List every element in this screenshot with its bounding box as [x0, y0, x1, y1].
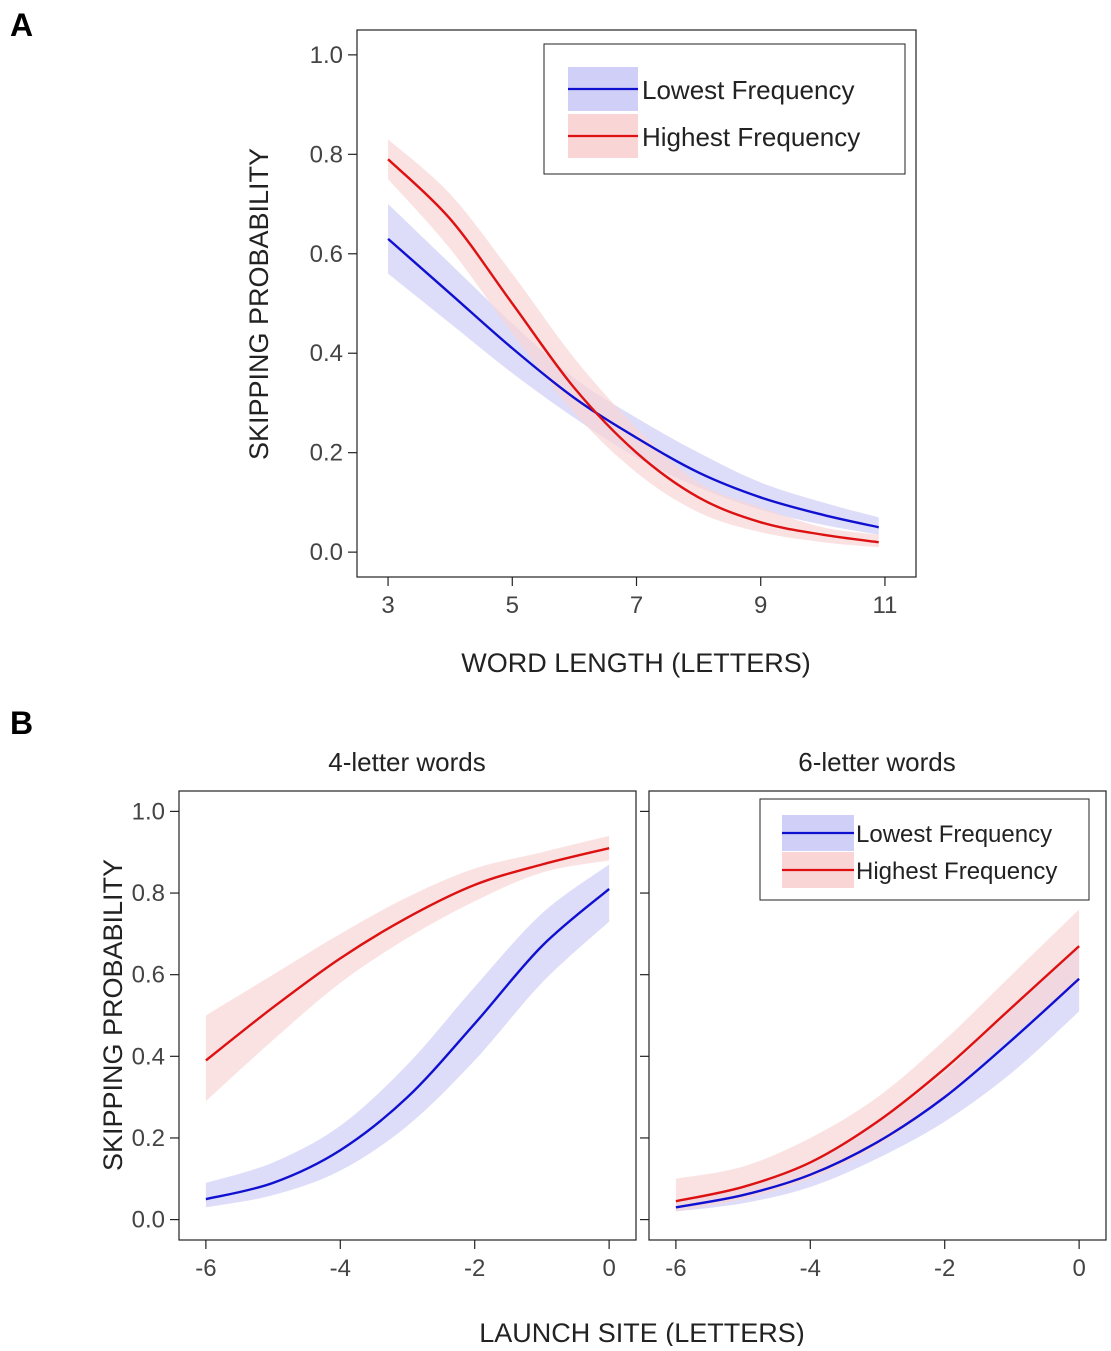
panel-b-right-title: 6-letter words [798, 747, 956, 777]
panel-b-right-plot-frame [648, 790, 1107, 1241]
x-tick-label: -6 [195, 1255, 216, 1282]
panel-b-left-y-ticks: 0.0 0.2 0.4 0.6 0.8 1.0 [132, 798, 179, 1234]
x-tick-label: -2 [934, 1255, 955, 1282]
series-line-high [205, 846, 610, 1062]
y-tick-label: 0.8 [132, 880, 165, 907]
x-tick-label: 5 [506, 592, 519, 619]
x-tick-label: 7 [630, 592, 643, 619]
x-tick-label: 3 [381, 592, 394, 619]
y-tick-label: 0.6 [310, 241, 343, 268]
y-tick-label: 0.2 [310, 440, 343, 467]
legend-label-highest-frequency: Highest Frequency [856, 858, 1057, 885]
x-tick-label: -4 [800, 1255, 821, 1282]
panel-b-left: 4-letter words -6 -4 -2 0 0.0 0.2 0.4 0.6 0.8 1.… [98, 747, 637, 1282]
panel-b-right-x-ticks: -6 -4 -2 0 [665, 1240, 1086, 1282]
panel-b-right-legend: Lowest Frequency Highest Frequency [759, 798, 1090, 901]
series-line-low [387, 237, 879, 529]
y-tick-label: 1.0 [310, 42, 343, 69]
y-tick-label: 1.0 [132, 798, 165, 825]
y-tick-label: 0.0 [310, 539, 343, 566]
panel-a-legend: Lowest Frequency Highest Frequency [543, 43, 906, 175]
panel-b-left-lines [205, 846, 610, 1201]
panel-a-bands [388, 139, 879, 548]
panel-b-right-bands [675, 909, 1080, 1212]
panel-b-left-title: 4-letter words [328, 747, 486, 777]
panel-b-x-axis-label: LAUNCH SITE (LETTERS) [479, 1318, 805, 1346]
series-line-high [675, 945, 1080, 1203]
confidence-band-low [675, 946, 1080, 1212]
panel-b-right: 6-letter words -6 -4 -2 0 Lowest Frequency … [640, 747, 1107, 1282]
legend-label-lowest-frequency: Lowest Frequency [856, 821, 1052, 848]
panel-b-right-lines [675, 945, 1080, 1209]
x-tick-label: 9 [754, 592, 767, 619]
panel-a-y-ticks: 0.0 0.2 0.4 0.6 0.8 1.0 [310, 42, 357, 566]
x-tick-label: 11 [872, 592, 897, 619]
panel-b-left-bands [205, 835, 610, 1208]
y-tick-label: 0.4 [310, 340, 343, 367]
y-tick-label: 0.2 [132, 1125, 165, 1152]
y-tick-label: 0.8 [310, 141, 343, 168]
confidence-band-high [205, 835, 610, 1102]
panel-a: 3 5 7 9 11 0.0 0.2 0.4 0.6 0.8 1.0 WORD LENGTH (L… [244, 29, 917, 678]
series-line-low [675, 977, 1080, 1209]
panel-a-x-axis-label: WORD LENGTH (LETTERS) [461, 648, 811, 678]
x-tick-label: -6 [665, 1255, 686, 1282]
confidence-band-high [388, 139, 879, 548]
x-tick-label: 0 [1072, 1255, 1085, 1282]
y-tick-label: 0.4 [132, 1043, 165, 1070]
x-tick-label: 0 [602, 1255, 615, 1282]
panel-a-lines [387, 158, 879, 544]
legend-label-lowest-frequency: Lowest Frequency [642, 75, 854, 105]
panel-label-a: A [10, 7, 33, 43]
panel-a-x-ticks: 3 5 7 9 11 [381, 577, 897, 619]
x-tick-label: -2 [464, 1255, 485, 1282]
panel-a-y-axis-label: SKIPPING PROBABILITY [244, 148, 274, 460]
panel-label-b: B [10, 705, 33, 741]
panel-b-right-y-ticks [640, 810, 649, 1221]
x-tick-label: -4 [330, 1255, 351, 1282]
panel-b-left-plot-frame [178, 790, 637, 1241]
y-tick-label: 0.6 [132, 962, 165, 989]
confidence-band-low [205, 864, 610, 1208]
panel-b-y-axis-label: SKIPPING PROBABILITY [98, 859, 128, 1171]
series-line-high [387, 158, 879, 544]
panel-b-left-x-ticks: -6 -4 -2 0 [195, 1240, 616, 1282]
y-tick-label: 0.0 [132, 1207, 165, 1234]
series-line-low [205, 888, 610, 1201]
legend-label-highest-frequency: Highest Frequency [642, 122, 860, 152]
confidence-band-high [675, 909, 1080, 1212]
